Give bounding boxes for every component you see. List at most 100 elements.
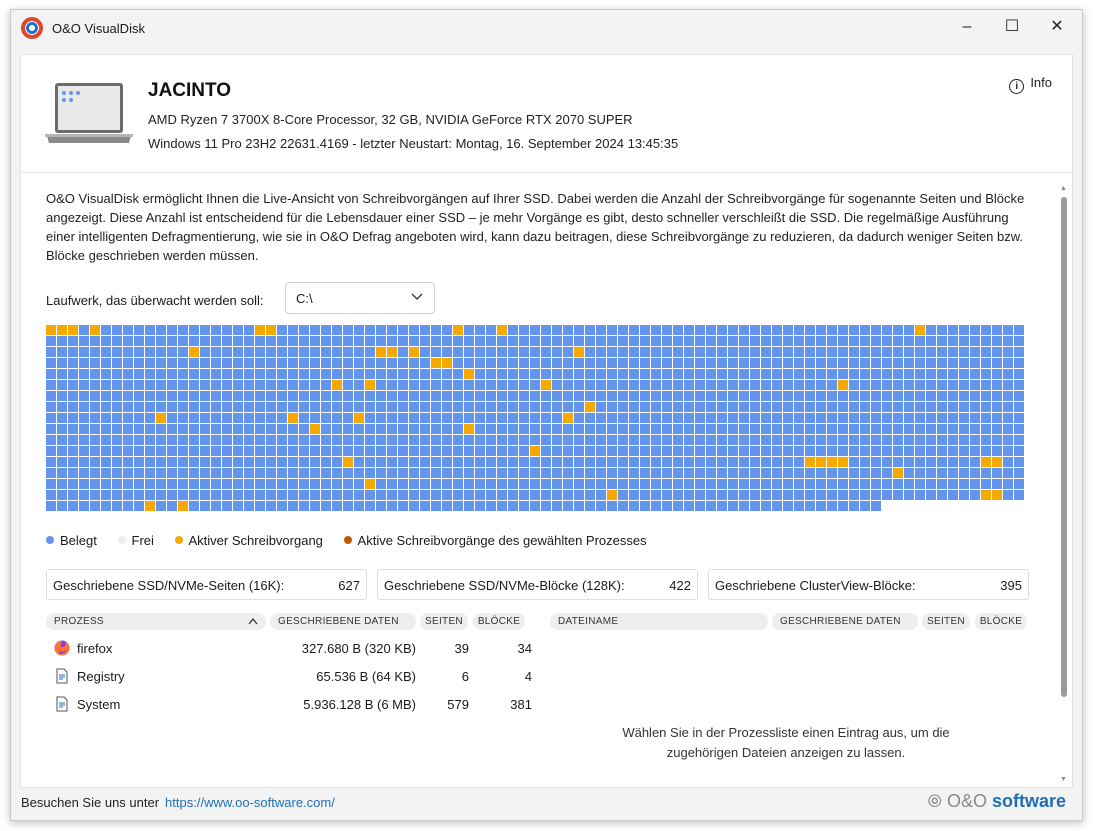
process-row-firefox[interactable]: firefox 327.680 B (320 KB) 39 34 [54,638,534,662]
block-occupied [728,369,738,379]
stat-blocks: Geschriebene SSD/NVMe-Blöcke (128K): 422 [377,569,698,600]
block-occupied [695,336,705,346]
block-occupied [409,413,419,423]
block-occupied [387,435,397,445]
block-occupied [46,435,56,445]
block-occupied [871,325,881,335]
blocks-column-header[interactable]: BLÖCKE [473,613,525,630]
block-occupied [475,501,485,511]
scroll-up-icon[interactable]: ▲ [1060,185,1067,192]
block-occupied [178,325,188,335]
block-occupied [530,380,540,390]
block-occupied [915,457,925,467]
block-occupied [530,457,540,467]
block-occupied [453,402,463,412]
block-occupied [79,391,89,401]
block-occupied [288,457,298,467]
info-button[interactable]: i Info [1009,75,1052,94]
block-occupied [233,380,243,390]
process-name: System [77,697,121,712]
file-pages-column-header[interactable]: SEITEN [922,613,970,630]
block-occupied [486,490,496,500]
website-link[interactable]: https://www.oo-software.com/ [165,795,335,810]
block-occupied [827,424,837,434]
block-occupied [673,391,683,401]
block-occupied [486,347,496,357]
block-occupied [937,369,947,379]
scrollbar-thumb[interactable] [1061,197,1067,697]
block-occupied [739,413,749,423]
block-occupied [145,435,155,445]
block-occupied [618,424,628,434]
block-occupied [101,424,111,434]
block-occupied [519,479,529,489]
block-occupied [651,424,661,434]
maximize-button[interactable]: ☐ [1004,18,1020,35]
block-occupied [805,325,815,335]
close-button[interactable]: ✕ [1050,18,1064,35]
pages-column-header[interactable]: SEITEN [420,613,468,630]
block-occupied [178,479,188,489]
block-occupied [1003,358,1013,368]
scroll-down-icon[interactable]: ▼ [1060,776,1067,783]
file-blocks-column-header[interactable]: BLÖCKE [975,613,1027,630]
minimize-button[interactable]: – [962,18,972,35]
block-occupied [266,479,276,489]
block-occupied [354,435,364,445]
block-occupied [453,435,463,445]
block-active [90,325,100,335]
filename-column-header[interactable]: DATEINAME [550,613,768,630]
block-occupied [893,424,903,434]
process-row-system[interactable]: System 5.936.128 B (6 MB) 579 381 [54,694,534,718]
block-occupied [915,479,925,489]
stat-pages-label: Geschriebene SSD/NVMe-Seiten (16K): [53,578,285,593]
vertical-scrollbar[interactable]: ▲ ▼ [1058,185,1070,783]
block-occupied [354,501,364,511]
block-occupied [618,380,628,390]
block-occupied [981,391,991,401]
block-occupied [805,468,815,478]
block-occupied [761,501,771,511]
block-occupied [970,424,980,434]
block-occupied [717,457,727,467]
block-occupied [750,325,760,335]
block-occupied [706,358,716,368]
block-occupied [937,325,947,335]
block-occupied [255,336,265,346]
block-occupied [409,468,419,478]
block-occupied [860,479,870,489]
drive-label: Laufwerk, das überwacht werden soll: [46,293,264,308]
block-occupied [530,479,540,489]
block-occupied [365,468,375,478]
block-occupied [684,435,694,445]
block-occupied [299,380,309,390]
block-occupied [79,413,89,423]
process-row-registry[interactable]: Registry 65.536 B (64 KB) 6 4 [54,666,534,690]
block-occupied [695,380,705,390]
data-column-header[interactable]: GESCHRIEBENE DATEN [270,613,416,630]
block-occupied [673,380,683,390]
title-bar[interactable]: O&O VisualDisk – ☐ ✕ [11,10,1082,46]
block-occupied [772,468,782,478]
process-column-header[interactable]: PROZESS [46,613,266,630]
block-occupied [706,446,716,456]
block-occupied [211,347,221,357]
block-occupied [68,435,78,445]
block-occupied [123,490,133,500]
file-data-column-header[interactable]: GESCHRIEBENE DATEN [772,613,918,630]
block-occupied [486,380,496,390]
block-occupied [200,490,210,500]
block-occupied [442,413,452,423]
block-occupied [607,391,617,401]
drive-dropdown[interactable]: C:\ [285,282,435,314]
block-occupied [277,380,287,390]
block-occupied [332,413,342,423]
block-occupied [211,391,221,401]
block-occupied [541,501,551,511]
block-occupied [695,435,705,445]
block-occupied [629,479,639,489]
block-occupied [772,380,782,390]
block-occupied [794,479,804,489]
block-occupied [607,468,617,478]
block-occupied [827,380,837,390]
